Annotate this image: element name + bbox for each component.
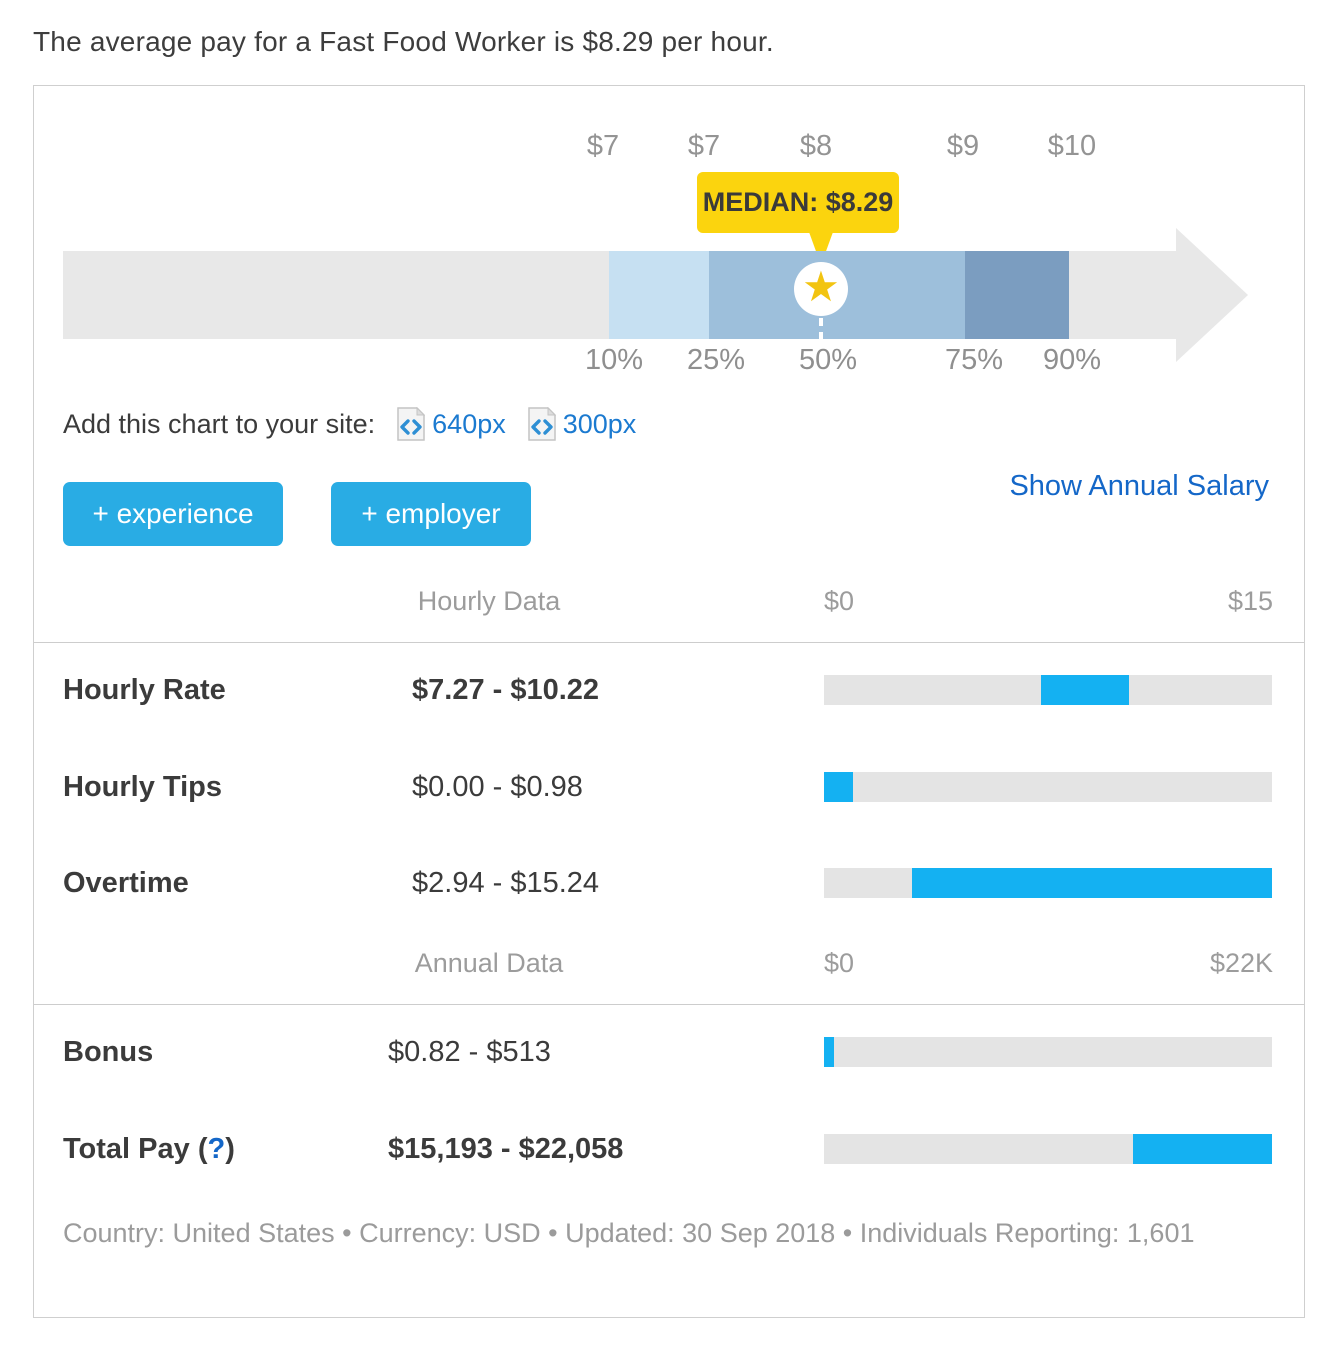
group-label: Annual Data	[414, 948, 564, 978]
hourly-data-header: Hourly Data $0 $15	[34, 586, 1304, 620]
embed-640px-label: 640px	[432, 408, 506, 439]
page-title: The average pay for a Fast Food Worker i…	[33, 26, 774, 57]
percentile-tick-label: 10%	[584, 344, 644, 376]
section-divider	[34, 642, 1304, 643]
hourly-rate-row: Hourly Rate $7.27 - $10.22	[34, 670, 1304, 710]
salary-chart-panel: $7 $7 $8 $9 $10 MEDIAN: $8.29 ★ 10% 25% …	[33, 85, 1305, 1318]
median-tooltip: MEDIAN: $8.29	[697, 172, 899, 233]
report-metadata: Country: United States • Currency: USD •…	[63, 1218, 1195, 1248]
embed-code-icon	[527, 407, 556, 441]
axis-min-label: $0	[823, 586, 855, 616]
range-bar-fill	[911, 868, 1272, 898]
arrow-head	[1176, 228, 1248, 362]
range-bar	[824, 1134, 1272, 1164]
section-divider	[34, 1004, 1304, 1005]
axis-max-label: $22K	[1209, 948, 1273, 978]
total-pay-row: Total Pay (?) $15,193 - $22,058	[34, 1129, 1304, 1169]
percentile-amount-label: $9	[946, 130, 980, 162]
range-bar-fill	[1041, 675, 1130, 705]
row-range-value: $0.00 - $0.98	[412, 771, 583, 803]
hourly-tips-row: Hourly Tips $0.00 - $0.98	[34, 767, 1304, 807]
embed-300px-label: 300px	[562, 408, 637, 439]
add-employer-button[interactable]: + employer	[331, 482, 531, 546]
percentile-amount-label: $7	[687, 130, 721, 162]
embed-code-icon	[397, 407, 426, 441]
overtime-row: Overtime $2.94 - $15.24	[34, 863, 1304, 903]
percentile-segment-10-25	[609, 251, 709, 339]
percentile-amount-label: $8	[799, 130, 833, 162]
percentile-segment-75-90	[965, 251, 1069, 339]
row-label: Overtime	[63, 867, 189, 899]
total-pay-help-icon[interactable]: ?	[207, 1133, 226, 1165]
show-annual-salary-link[interactable]: Show Annual Salary	[1009, 470, 1269, 502]
percentile-tick-label: 75%	[944, 344, 1004, 376]
percentile-tick-label: 90%	[1042, 344, 1102, 376]
range-bar	[824, 1037, 1272, 1067]
percentile-amount-label: $10	[1047, 130, 1097, 162]
range-bar	[824, 868, 1272, 898]
bonus-row: Bonus $0.82 - $513	[34, 1032, 1304, 1072]
row-label: Total Pay (?)	[63, 1133, 235, 1165]
row-range-value: $7.27 - $10.22	[412, 674, 600, 706]
range-bar-fill	[824, 772, 854, 802]
median-dashed-line	[819, 318, 823, 340]
percentile-tick-label: 50%	[798, 344, 858, 376]
row-label: Bonus	[63, 1036, 154, 1068]
embed-row: Add this chart to your site: 640px 300p	[63, 404, 636, 444]
row-label: Hourly Rate	[63, 674, 226, 706]
range-bar-fill	[1133, 1134, 1272, 1164]
embed-label: Add this chart to your site:	[63, 408, 376, 439]
row-range-value: $0.82 - $513	[388, 1036, 551, 1068]
row-label: Hourly Tips	[63, 771, 222, 803]
axis-min-label: $0	[823, 948, 855, 978]
add-experience-button[interactable]: + experience	[63, 482, 283, 546]
embed-300px-link[interactable]: 300px	[527, 407, 637, 441]
star-icon: ★	[802, 263, 840, 310]
percentile-tick-label: 25%	[686, 344, 746, 376]
range-bar	[824, 675, 1272, 705]
row-range-value: $15,193 - $22,058	[388, 1133, 624, 1165]
median-star-marker[interactable]: ★	[794, 262, 848, 316]
range-bar-fill	[824, 1037, 835, 1067]
percentile-amount-label: $7	[586, 130, 620, 162]
row-range-value: $2.94 - $15.24	[412, 867, 600, 899]
range-bar	[824, 772, 1272, 802]
embed-640px-link[interactable]: 640px	[397, 407, 506, 441]
group-label: Hourly Data	[417, 586, 561, 616]
annual-data-header: Annual Data $0 $22K	[34, 948, 1304, 982]
axis-max-label: $15	[1227, 586, 1273, 616]
